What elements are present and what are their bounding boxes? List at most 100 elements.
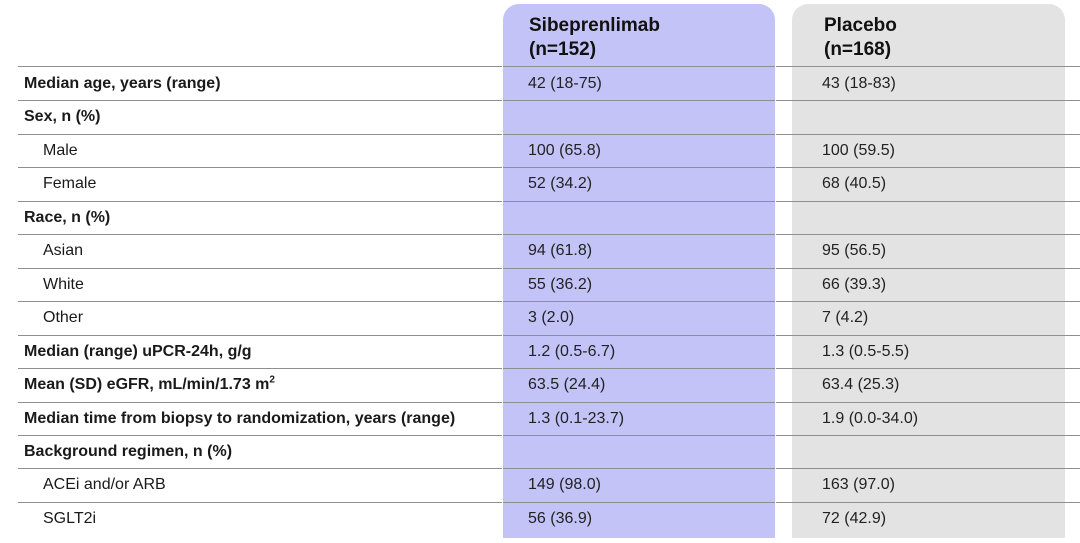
row-divider xyxy=(503,402,775,403)
row-divider xyxy=(776,368,792,369)
cell-placebo: 95 (56.5) xyxy=(822,242,887,260)
cell-sibeprenlimab: 55 (36.2) xyxy=(528,275,593,293)
row-divider xyxy=(18,468,502,469)
row-divider xyxy=(503,502,775,503)
row-divider xyxy=(776,335,792,336)
row-divider xyxy=(776,502,792,503)
table-row: SGLT2i 56 (36.9) 72 (42.9) xyxy=(0,502,1080,535)
cell-placebo: 66 (39.3) xyxy=(822,275,887,293)
row-divider xyxy=(503,301,775,302)
row-label: White xyxy=(43,275,84,293)
row-divider xyxy=(792,335,1080,336)
table-row: Median time from biopsy to randomization… xyxy=(0,402,1080,435)
row-label: Sex, n (%) xyxy=(24,108,101,126)
row-label: Median time from biopsy to randomization… xyxy=(24,409,456,427)
column-header-sibeprenlimab: Sibeprenlimab (n=152) xyxy=(529,14,660,62)
table-row: Asian 94 (61.8) 95 (56.5) xyxy=(0,234,1080,267)
cell-sibeprenlimab: 1.2 (0.5-6.7) xyxy=(528,342,616,360)
row-divider xyxy=(776,468,792,469)
row-label: ACEi and/or ARB xyxy=(43,476,166,494)
row-divider xyxy=(503,134,775,135)
row-divider xyxy=(18,335,502,336)
cell-placebo: 7 (4.2) xyxy=(822,309,869,327)
row-divider xyxy=(503,268,775,269)
row-divider xyxy=(503,368,775,369)
header-divider xyxy=(776,66,792,67)
row-divider xyxy=(18,100,502,101)
row-divider xyxy=(792,100,1080,101)
row-label-superscript: 2 xyxy=(269,374,275,386)
row-divider xyxy=(792,167,1080,168)
cell-placebo: 1.3 (0.5-5.5) xyxy=(822,342,910,360)
row-divider xyxy=(776,134,792,135)
header-divider xyxy=(503,66,775,67)
cell-placebo: 100 (59.5) xyxy=(822,141,895,159)
table-row: Mean (SD) eGFR, mL/min/1.73 m2 63.5 (24.4… xyxy=(0,368,1080,401)
row-divider xyxy=(792,234,1080,235)
row-divider xyxy=(776,167,792,168)
row-divider xyxy=(18,201,502,202)
row-divider xyxy=(792,301,1080,302)
row-divider xyxy=(792,402,1080,403)
row-divider xyxy=(776,100,792,101)
cell-sibeprenlimab: 56 (36.9) xyxy=(528,509,593,527)
row-divider xyxy=(776,402,792,403)
row-label: Female xyxy=(43,175,97,193)
row-divider xyxy=(503,201,775,202)
row-divider xyxy=(776,301,792,302)
row-divider xyxy=(18,134,502,135)
row-divider xyxy=(18,234,502,235)
row-divider xyxy=(18,167,502,168)
row-divider xyxy=(792,368,1080,369)
cell-placebo: 163 (97.0) xyxy=(822,476,895,494)
cell-sibeprenlimab: 63.5 (24.4) xyxy=(528,376,606,394)
row-divider xyxy=(776,234,792,235)
row-divider xyxy=(792,435,1080,436)
table-row: Median (range) uPCR-24h, g/g 1.2 (0.5-6.7… xyxy=(0,335,1080,368)
row-divider xyxy=(18,402,502,403)
cell-placebo: 43 (18-83) xyxy=(822,75,896,92)
table-row: Race, n (%) xyxy=(0,201,1080,234)
column-header-sibeprenlimab-name: Sibeprenlimab xyxy=(529,15,660,36)
cell-sibeprenlimab: 149 (98.0) xyxy=(528,476,601,494)
row-divider xyxy=(792,268,1080,269)
row-divider xyxy=(776,435,792,436)
row-label: Median age, years (range) xyxy=(24,75,221,92)
cell-sibeprenlimab: 94 (61.8) xyxy=(528,242,593,260)
cell-sibeprenlimab: 100 (65.8) xyxy=(528,141,601,159)
cell-placebo: 63.4 (25.3) xyxy=(822,376,900,394)
cell-sibeprenlimab: 1.3 (0.1-23.7) xyxy=(528,409,625,427)
table-row: White 55 (36.2) 66 (39.3) xyxy=(0,268,1080,301)
column-header-sibeprenlimab-n: (n=152) xyxy=(529,39,597,60)
row-divider xyxy=(776,268,792,269)
row-divider xyxy=(792,134,1080,135)
row-divider xyxy=(503,234,775,235)
row-label: Other xyxy=(43,309,84,327)
cell-sibeprenlimab: 42 (18-75) xyxy=(528,75,602,92)
cell-placebo: 1.9 (0.0-34.0) xyxy=(822,409,919,427)
row-divider xyxy=(792,502,1080,503)
table-row: Other 3 (2.0) 7 (4.2) xyxy=(0,301,1080,334)
cell-placebo: 68 (40.5) xyxy=(822,175,887,193)
row-divider xyxy=(18,368,502,369)
row-divider xyxy=(503,468,775,469)
row-label: Median (range) uPCR-24h, g/g xyxy=(24,342,252,360)
table-row: ACEi and/or ARB 149 (98.0) 163 (97.0) xyxy=(0,468,1080,501)
table-row: Background regimen, n (%) xyxy=(0,435,1080,468)
row-label: Asian xyxy=(43,242,84,260)
row-divider xyxy=(18,268,502,269)
column-header-placebo-name: Placebo xyxy=(824,15,897,36)
cell-placebo: 72 (42.9) xyxy=(822,509,887,527)
row-label: Background regimen, n (%) xyxy=(24,442,233,460)
cell-sibeprenlimab: 52 (34.2) xyxy=(528,175,593,193)
row-label: Race, n (%) xyxy=(24,208,111,226)
column-header-placebo: Placebo (n=168) xyxy=(824,14,897,62)
row-divider xyxy=(18,435,502,436)
row-divider xyxy=(503,100,775,101)
table-row: Median age, years (range) 42 (18-75) 43 (1… xyxy=(0,67,1080,100)
row-divider xyxy=(18,301,502,302)
header-divider xyxy=(18,66,502,67)
sibeprenlimab-column-background xyxy=(503,4,775,538)
cell-sibeprenlimab: 3 (2.0) xyxy=(528,309,575,327)
table-row: Female 52 (34.2) 68 (40.5) xyxy=(0,167,1080,200)
